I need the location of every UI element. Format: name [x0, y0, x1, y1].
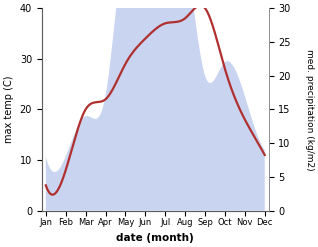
- Y-axis label: med. precipitation (kg/m2): med. precipitation (kg/m2): [305, 49, 314, 170]
- X-axis label: date (month): date (month): [116, 233, 194, 243]
- Y-axis label: max temp (C): max temp (C): [4, 76, 14, 143]
